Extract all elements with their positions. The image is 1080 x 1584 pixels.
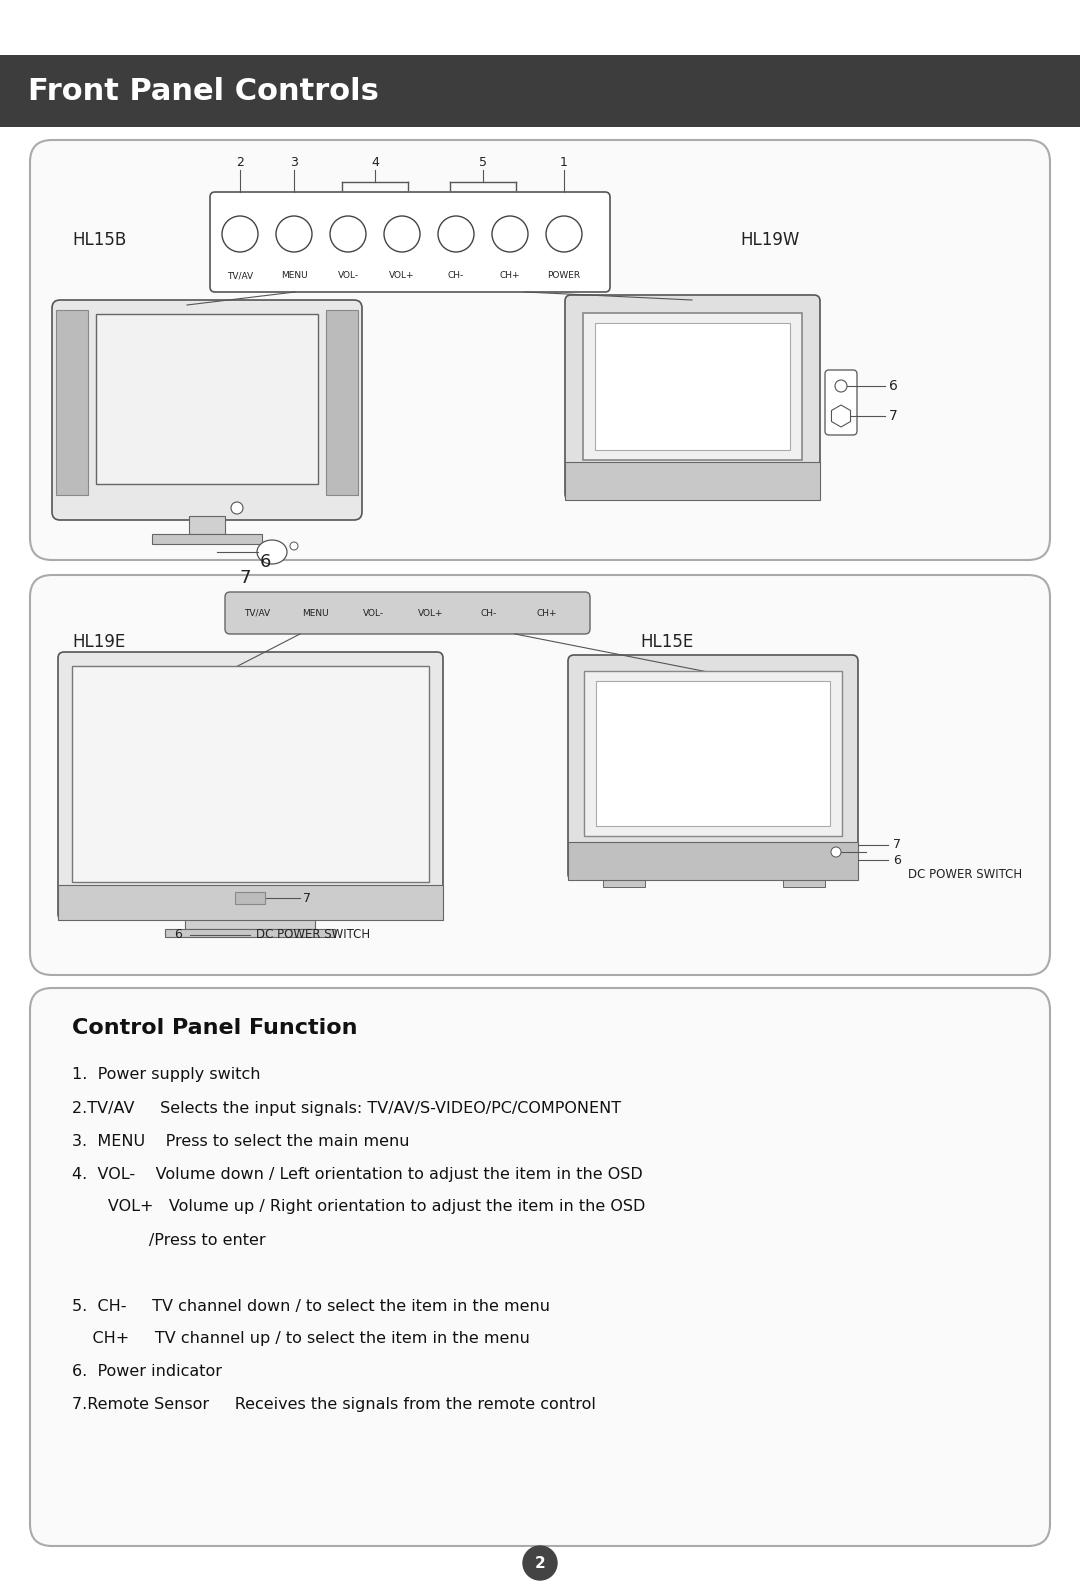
FancyBboxPatch shape	[568, 843, 858, 881]
Ellipse shape	[257, 540, 287, 564]
Text: 4: 4	[372, 155, 379, 168]
FancyBboxPatch shape	[603, 878, 645, 887]
Text: Control Panel Function: Control Panel Function	[72, 1019, 357, 1038]
FancyBboxPatch shape	[58, 653, 443, 920]
Text: DC POWER SWITCH: DC POWER SWITCH	[908, 868, 1022, 882]
Text: 6: 6	[259, 553, 271, 570]
Text: HL15B: HL15B	[72, 231, 126, 249]
Text: CH+: CH+	[500, 271, 521, 280]
Circle shape	[438, 215, 474, 252]
FancyBboxPatch shape	[30, 575, 1050, 976]
Text: VOL+   Volume up / Right orientation to adjust the item in the OSD: VOL+ Volume up / Right orientation to ad…	[72, 1199, 646, 1215]
Text: 3: 3	[291, 155, 298, 168]
Text: 7: 7	[303, 892, 311, 904]
Text: MENU: MENU	[281, 271, 308, 280]
FancyBboxPatch shape	[235, 892, 265, 904]
FancyBboxPatch shape	[58, 885, 443, 920]
Text: HL19E: HL19E	[72, 634, 125, 651]
Text: 1: 1	[561, 155, 568, 168]
Text: 2.TV/AV     Selects the input signals: TV/AV/S-VIDEO/PC/COMPONENT: 2.TV/AV Selects the input signals: TV/AV…	[72, 1101, 621, 1115]
FancyBboxPatch shape	[185, 917, 315, 928]
Circle shape	[523, 1546, 557, 1579]
Circle shape	[222, 215, 258, 252]
Text: 7: 7	[889, 409, 897, 423]
Text: 7: 7	[893, 838, 901, 852]
FancyBboxPatch shape	[783, 878, 825, 887]
Circle shape	[276, 215, 312, 252]
Text: 6: 6	[174, 928, 183, 941]
FancyBboxPatch shape	[595, 323, 789, 450]
Text: 5.  CH-     TV channel down / to select the item in the menu: 5. CH- TV channel down / to select the i…	[72, 1299, 550, 1313]
Text: CH-: CH-	[481, 608, 497, 618]
FancyBboxPatch shape	[326, 310, 357, 494]
Text: VOL-: VOL-	[337, 271, 359, 280]
Text: POWER: POWER	[548, 271, 581, 280]
Circle shape	[291, 542, 298, 550]
Text: CH-: CH-	[448, 271, 464, 280]
Circle shape	[831, 847, 841, 857]
Text: MENU: MENU	[301, 608, 328, 618]
Text: TV/AV: TV/AV	[227, 271, 253, 280]
FancyBboxPatch shape	[189, 516, 225, 534]
Text: TV/AV: TV/AV	[244, 608, 270, 618]
Circle shape	[492, 215, 528, 252]
FancyBboxPatch shape	[565, 463, 820, 501]
Text: HL15E: HL15E	[640, 634, 693, 651]
FancyBboxPatch shape	[0, 55, 1080, 127]
Text: 6.  Power indicator: 6. Power indicator	[72, 1364, 222, 1380]
Text: 4.  VOL-    Volume down / Left orientation to adjust the item in the OSD: 4. VOL- Volume down / Left orientation t…	[72, 1166, 643, 1182]
Circle shape	[384, 215, 420, 252]
Text: VOL-: VOL-	[363, 608, 383, 618]
Text: DC POWER SWITCH: DC POWER SWITCH	[256, 928, 370, 941]
FancyBboxPatch shape	[30, 139, 1050, 561]
Text: HL19W: HL19W	[740, 231, 799, 249]
FancyBboxPatch shape	[596, 681, 831, 825]
Text: 1.  Power supply switch: 1. Power supply switch	[72, 1068, 260, 1082]
FancyBboxPatch shape	[52, 299, 362, 520]
FancyBboxPatch shape	[56, 310, 87, 494]
Circle shape	[231, 502, 243, 513]
Text: VOL+: VOL+	[418, 608, 444, 618]
Text: VOL+: VOL+	[389, 271, 415, 280]
Text: /Press to enter: /Press to enter	[72, 1232, 266, 1248]
FancyBboxPatch shape	[825, 371, 858, 436]
FancyBboxPatch shape	[152, 534, 262, 543]
Text: 6: 6	[893, 854, 901, 866]
Text: CH+: CH+	[537, 608, 557, 618]
FancyBboxPatch shape	[565, 295, 820, 501]
Circle shape	[330, 215, 366, 252]
FancyBboxPatch shape	[165, 928, 335, 938]
FancyBboxPatch shape	[568, 656, 858, 881]
Text: 3.  MENU    Press to select the main menu: 3. MENU Press to select the main menu	[72, 1134, 409, 1148]
Text: 7.Remote Sensor     Receives the signals from the remote control: 7.Remote Sensor Receives the signals fro…	[72, 1397, 596, 1413]
FancyBboxPatch shape	[96, 314, 318, 485]
FancyBboxPatch shape	[583, 314, 802, 459]
Text: CH+     TV channel up / to select the item in the menu: CH+ TV channel up / to select the item i…	[72, 1332, 530, 1346]
FancyBboxPatch shape	[30, 988, 1050, 1546]
Text: Front Panel Controls: Front Panel Controls	[28, 76, 379, 106]
Text: 5: 5	[480, 155, 487, 168]
Text: 6: 6	[889, 379, 897, 393]
Text: 2: 2	[535, 1555, 545, 1570]
FancyBboxPatch shape	[225, 592, 590, 634]
FancyBboxPatch shape	[210, 192, 610, 291]
Circle shape	[546, 215, 582, 252]
Circle shape	[835, 380, 847, 391]
FancyBboxPatch shape	[584, 672, 842, 836]
FancyBboxPatch shape	[72, 665, 429, 882]
Text: 7: 7	[240, 569, 251, 588]
Text: 2: 2	[237, 155, 244, 168]
